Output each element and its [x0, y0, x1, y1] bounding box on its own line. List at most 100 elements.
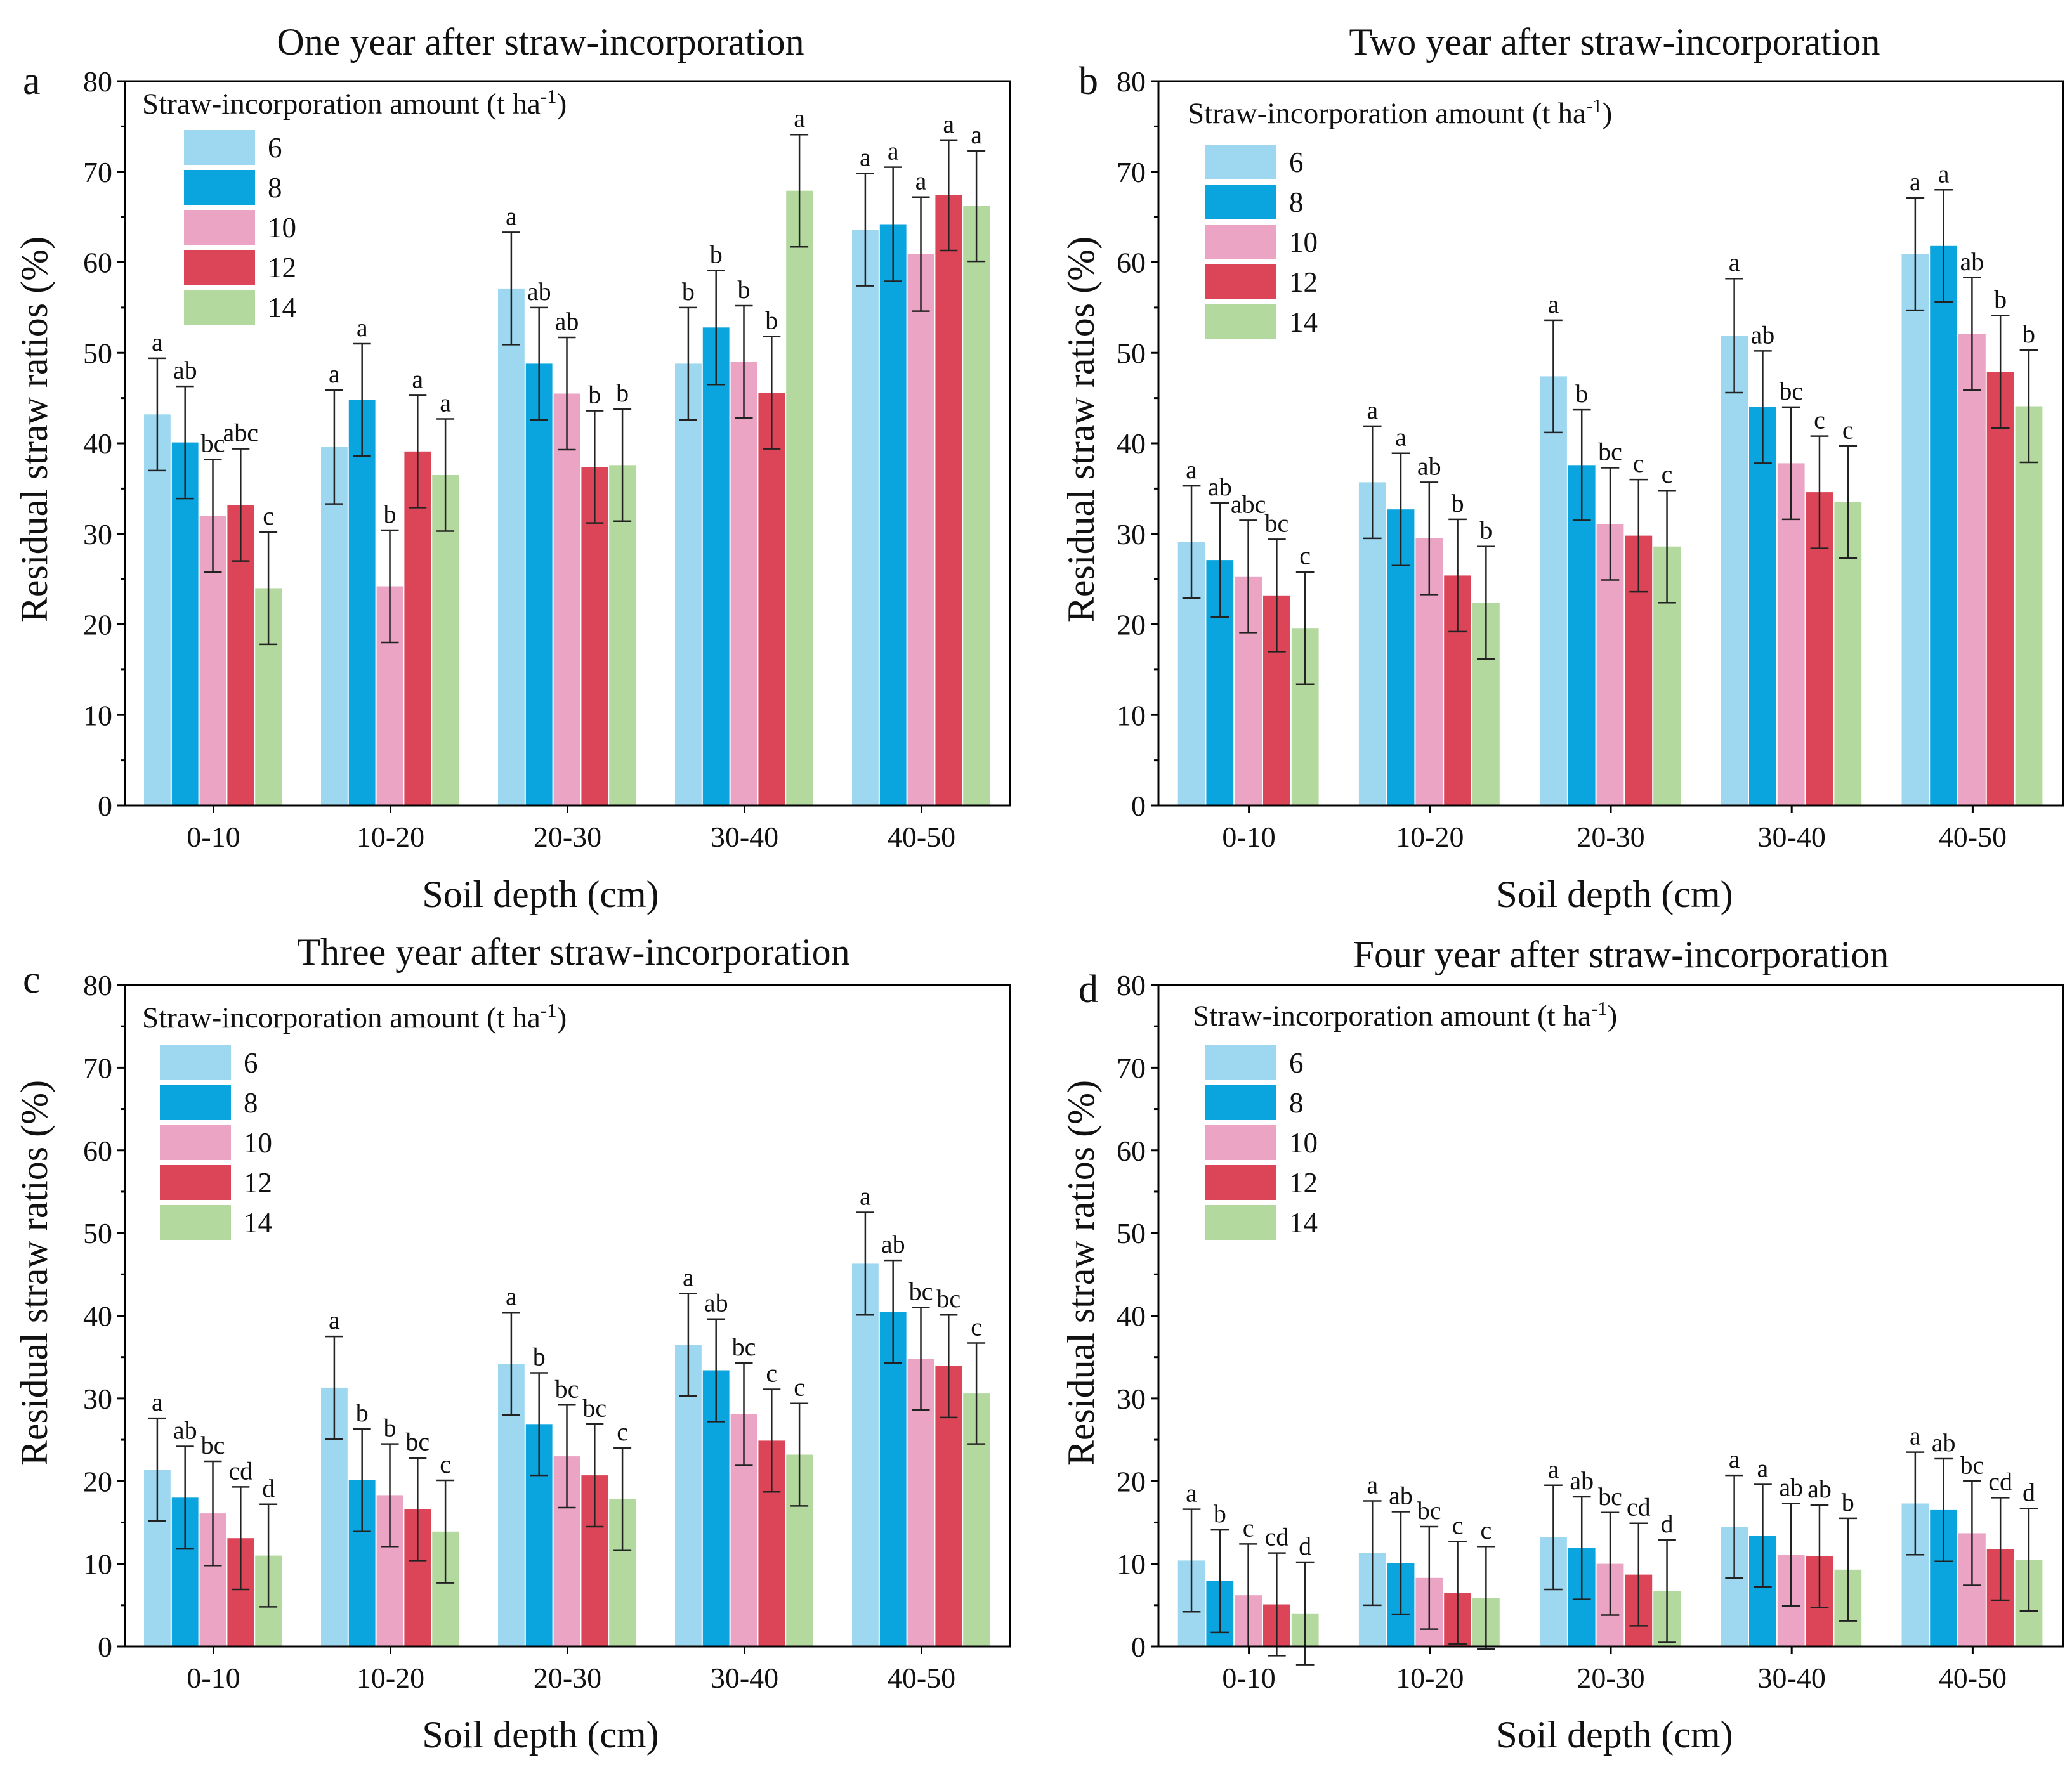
- panel-b: Two year after straw-incorporation b Soi…: [1060, 21, 2064, 915]
- significance-letter: bc: [201, 429, 225, 458]
- significance-letter: c: [971, 1313, 982, 1341]
- legend-label: 14: [1289, 1207, 1318, 1239]
- legend-swatch: [160, 1045, 231, 1080]
- legend-swatch: [1205, 225, 1276, 259]
- significance-letter: bc: [909, 1277, 933, 1306]
- bar: [1777, 463, 1805, 805]
- legend-label: 14: [268, 292, 296, 323]
- significance-letter: b: [616, 379, 629, 407]
- legend-swatch: [1205, 1085, 1276, 1120]
- significance-letter: ab: [1932, 1428, 1956, 1457]
- x-tick-label: 20-30: [534, 1662, 601, 1694]
- x-tick-label: 30-40: [1758, 821, 1826, 853]
- y-axis-label: Residual straw ratios (%): [13, 1080, 55, 1466]
- bar: [1958, 334, 1986, 805]
- bar: [1901, 254, 1929, 805]
- significance-letter: b: [682, 277, 695, 306]
- panel-letter: c: [23, 958, 41, 1001]
- y-tick-label: 0: [1131, 790, 1146, 822]
- significance-letter: ab: [1960, 247, 1984, 276]
- legend-swatch: [1205, 304, 1276, 339]
- significance-letter: a: [412, 365, 423, 393]
- bar: [1930, 245, 1957, 805]
- x-tick-label: 10-20: [1396, 1662, 1464, 1694]
- x-tick-label: 30-40: [1758, 1662, 1826, 1694]
- bar: [1749, 407, 1776, 805]
- y-tick-label: 40: [83, 427, 112, 460]
- significance-letter: a: [1910, 167, 1921, 196]
- legend-title-text: Straw-incorporation amount (t ha: [142, 88, 541, 121]
- significance-letter: ab: [1208, 473, 1232, 501]
- significance-letter: a: [1938, 159, 1950, 188]
- significance-letter: ab: [1779, 1473, 1803, 1502]
- y-tick-label: 50: [1117, 1217, 1146, 1249]
- significance-letter: b: [2023, 320, 2035, 348]
- significance-letter: bc: [732, 1333, 756, 1361]
- y-tick-label: 30: [1117, 1383, 1146, 1415]
- panel-title: One year after straw-incorporation: [277, 21, 804, 63]
- x-tick-label: 0-10: [1222, 821, 1275, 853]
- significance-letter: a: [506, 202, 517, 230]
- significance-letter: a: [152, 1388, 163, 1416]
- x-axis-label: Soil depth (cm): [1496, 873, 1733, 915]
- legend-title-text: Straw-incorporation amount (t ha: [1193, 1000, 1591, 1033]
- significance-letter: ab: [1807, 1475, 1832, 1503]
- significance-letter: c: [1633, 449, 1644, 478]
- legend-swatch: [160, 1165, 231, 1200]
- significance-letter: b: [738, 275, 751, 304]
- y-tick-label: 40: [1117, 1300, 1146, 1333]
- legend-title-close: ): [1608, 1000, 1618, 1033]
- legend-title-text: Straw-incorporation amount (t ha: [142, 1001, 541, 1034]
- panel-letter: a: [23, 60, 41, 103]
- significance-letter: a: [1367, 396, 1378, 424]
- significance-letter: ab: [1417, 452, 1441, 480]
- y-tick-label: 30: [83, 1383, 112, 1415]
- significance-letter: a: [860, 143, 871, 172]
- legend-label: 10: [244, 1127, 272, 1159]
- significance-letter: bc: [405, 1428, 429, 1456]
- y-tick-label: 0: [98, 790, 112, 822]
- significance-letter: a: [329, 360, 340, 388]
- y-tick-label: 60: [83, 247, 112, 279]
- bar: [144, 414, 171, 805]
- significance-letter: bc: [1598, 1482, 1622, 1511]
- y-tick-label: 80: [1117, 969, 1146, 1001]
- significance-letter: a: [357, 313, 368, 342]
- significance-letter: a: [1757, 1454, 1769, 1483]
- bar: [702, 327, 730, 805]
- significance-letter: a: [915, 167, 927, 195]
- legend-title: Straw-incorporation amount (t ha-1): [1193, 997, 1617, 1033]
- significance-letter: c: [1814, 406, 1825, 434]
- significance-letter: b: [765, 306, 778, 335]
- significance-letter: bc: [201, 1431, 225, 1459]
- legend-swatch: [184, 130, 255, 165]
- significance-letter: cd: [228, 1456, 252, 1485]
- legend-label: 10: [268, 212, 296, 244]
- bar: [2015, 406, 2043, 805]
- legend-swatch: [160, 1085, 231, 1120]
- x-tick-label: 30-40: [711, 821, 778, 853]
- significance-letter: ab: [1389, 1482, 1413, 1510]
- y-tick-label: 80: [83, 969, 112, 1001]
- significance-letter: b: [384, 1414, 397, 1442]
- y-tick-label: 10: [83, 1548, 112, 1581]
- significance-letter: b: [533, 1343, 546, 1371]
- significance-letter: c: [440, 1450, 451, 1478]
- panel-title: Four year after straw-incorporation: [1353, 934, 1889, 975]
- legend-label: 6: [1289, 147, 1304, 178]
- significance-letter: c: [1662, 460, 1673, 488]
- significance-letter: a: [683, 1263, 694, 1291]
- significance-letter: ab: [1570, 1466, 1594, 1495]
- bar: [786, 190, 813, 805]
- panel-c: Three year after straw-incorporation c S…: [13, 931, 1011, 1756]
- significance-letter: b: [1842, 1488, 1854, 1516]
- legend-label: 6: [1289, 1047, 1304, 1079]
- x-tick-label: 20-30: [534, 821, 601, 853]
- y-tick-label: 80: [1117, 65, 1146, 98]
- panel-d: Four year after straw-incorporation d So…: [1060, 934, 2064, 1756]
- significance-letter: b: [1575, 379, 1588, 408]
- y-tick-label: 20: [83, 609, 112, 641]
- panel-title: Three year after straw-incorporation: [297, 931, 849, 973]
- significance-letter: a: [1729, 248, 1740, 277]
